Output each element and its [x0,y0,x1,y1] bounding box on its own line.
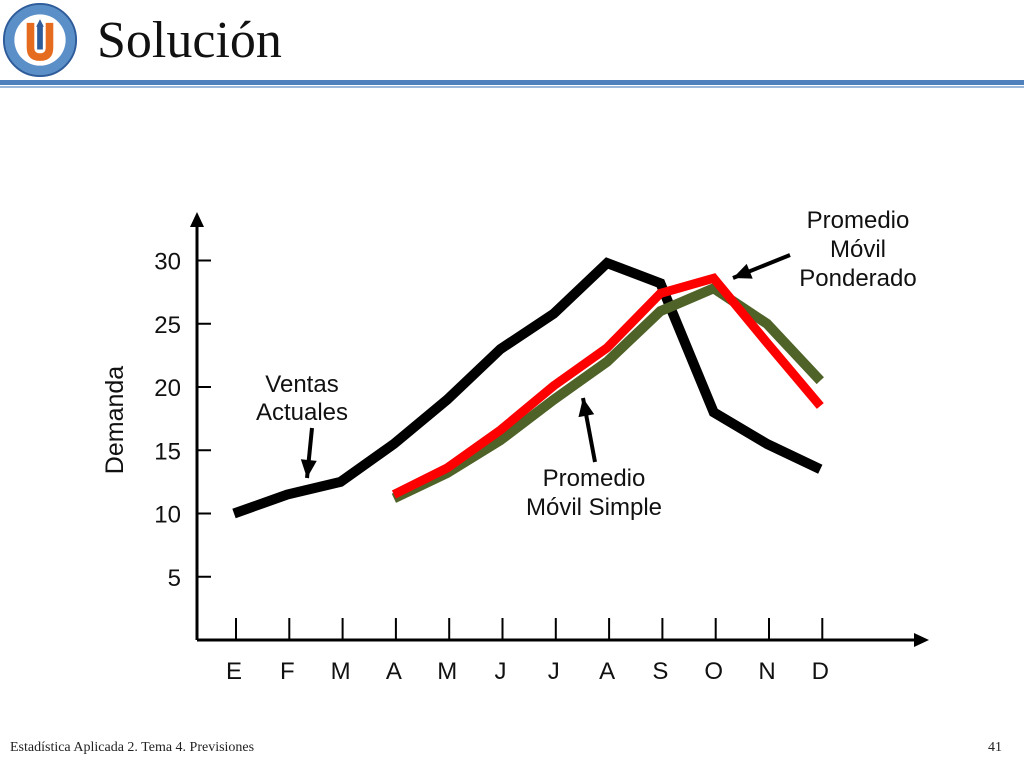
university-logo [2,2,78,78]
x-tick-label: A [386,658,402,685]
x-tick-label: F [280,658,295,685]
series-line-actual [232,257,823,519]
x-tick-label: O [704,658,723,685]
title-rule [0,80,1024,88]
annotation-actual-label: Actuales [256,399,348,426]
x-tick-label: J [548,658,560,685]
footer-course: Estadística Aplicada 2. Tema 4. Previsio… [10,740,255,755]
annotation-actual-arrow-head [300,459,317,478]
annotation-weighted-arrow-head [733,263,753,279]
x-tick-label: D [812,658,829,685]
series-line-simple [391,282,824,503]
x-tick-label: E [226,658,242,685]
series-line-weighted [391,273,824,499]
slide-title: Solución [97,12,282,69]
x-tick-label: J [495,658,507,685]
y-tick-label: 10 [154,502,181,529]
annotation-simple-label: Promedio [543,465,646,492]
annotation-weighted-label: Móvil [830,236,886,263]
x-tick-label: S [652,658,668,685]
annotation-simple-label: Móvil Simple [526,494,662,521]
x-tick-label: M [437,658,457,685]
page-number: 41 [988,740,1002,755]
y-tick-label: 25 [154,312,181,339]
annotation-simple-arrow-head [578,398,595,418]
x-axis-arrowhead [914,633,929,647]
y-axis-label: Demanda [101,366,129,474]
y-tick-label: 5 [168,565,181,592]
annotation-weighted-label: Promedio [807,207,910,234]
y-axis-arrowhead [190,212,204,227]
annotation-weighted-label: Ponderado [799,265,916,292]
x-tick-label: M [331,658,351,685]
y-tick-label: 15 [154,438,181,465]
x-tick-label: A [599,658,615,685]
y-tick-label: 20 [154,375,181,402]
x-tick-label: N [758,658,775,685]
y-tick-label: 30 [154,249,181,276]
annotation-actual-label: Ventas [265,371,338,398]
